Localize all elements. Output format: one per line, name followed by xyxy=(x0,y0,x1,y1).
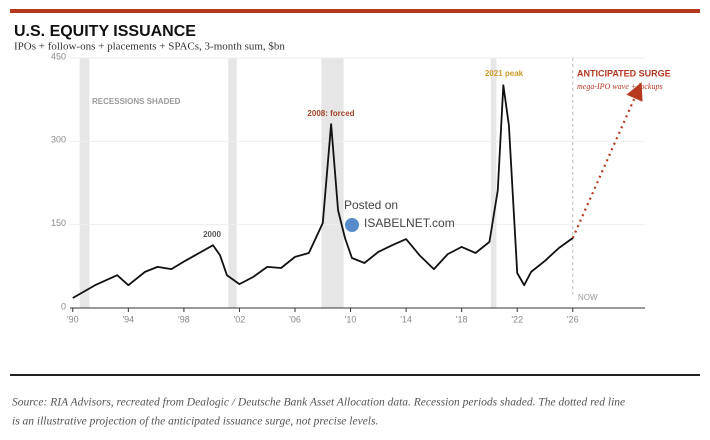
x-tick-label: '10 xyxy=(345,314,357,324)
series-line xyxy=(72,84,574,299)
watermark-text: Posted on xyxy=(344,198,398,212)
recession-band xyxy=(79,58,90,308)
x-tick-label: '14 xyxy=(400,314,412,324)
recession-band xyxy=(228,58,237,308)
y-tick-label: 0 xyxy=(61,301,66,311)
source-note: is an illustrative projection of the ant… xyxy=(12,416,378,428)
x-tick-label: '94 xyxy=(122,314,134,324)
x-tick-label: '06 xyxy=(289,314,301,324)
x-tick-label: '22 xyxy=(511,314,523,324)
y-tick-label: 300 xyxy=(51,135,66,145)
recession-band xyxy=(490,58,497,308)
annotation: 2000 xyxy=(203,230,221,239)
watermark-logo xyxy=(345,218,359,232)
x-tick-label: '90 xyxy=(67,314,79,324)
annotation: RECESSIONS SHADED xyxy=(92,97,181,106)
annotation: 2021 peak xyxy=(485,69,524,78)
recession-band xyxy=(321,58,344,308)
bottom-rule xyxy=(10,374,700,376)
annotation: mega-IPO wave + lockups xyxy=(577,82,663,91)
x-tick-label: '02 xyxy=(234,314,246,324)
x-tick-label: '98 xyxy=(178,314,190,324)
y-tick-label: 450 xyxy=(51,51,66,61)
annotation: 2008: forced xyxy=(307,109,354,118)
top-rule xyxy=(10,9,700,13)
series-line xyxy=(571,82,643,239)
y-tick-label: 150 xyxy=(51,218,66,228)
watermark-text: ISABELNET.com xyxy=(364,216,455,230)
x-tick-label: '26 xyxy=(567,314,579,324)
source-note: Source: RIA Advisors, recreated from Dea… xyxy=(12,397,625,409)
annotation: ANTICIPATED SURGE xyxy=(577,68,671,78)
chart-title: U.S. EQUITY ISSUANCE xyxy=(14,23,196,40)
watermark: Posted on ISABELNET.com xyxy=(344,198,455,232)
x-tick-label: '18 xyxy=(456,314,468,324)
annotation: NOW xyxy=(578,293,598,302)
chart-subtitle: IPOs + follow-ons + placements + SPACs, … xyxy=(14,41,285,53)
plot: 0 150 300 450 '90 '94 '98 '02 '06 '10 '14 '18 '22 '26 xyxy=(51,51,645,324)
